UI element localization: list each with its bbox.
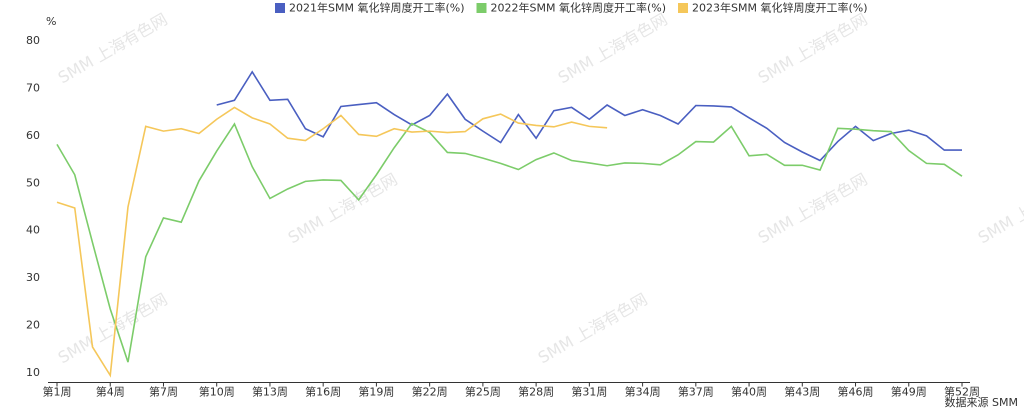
legend-swatch [275, 3, 285, 13]
x-tick-label: 第43周 [784, 385, 820, 399]
x-tick-label: 第34周 [625, 385, 661, 399]
source-note: 数据来源 SMM [945, 395, 1018, 409]
y-tick-label: 10 [26, 366, 40, 379]
x-tick-label: 第52周 [944, 385, 980, 399]
x-tick-label: 第1周 [43, 385, 72, 399]
legend-label: 2021年SMM 氧化锌周度开工率(%) [289, 1, 465, 15]
y-tick-label: 60 [26, 129, 40, 142]
x-tick-label: 第49周 [891, 385, 927, 399]
legend-label: 2023年SMM 氧化锌周度开工率(%) [692, 1, 868, 15]
watermark: SMM 上海有色网 [975, 169, 1024, 247]
y-tick-label: 50 [26, 176, 40, 189]
x-tick-label: 第4周 [96, 385, 125, 399]
series-line [56, 122, 963, 363]
x-tick-label: 第28周 [518, 385, 554, 399]
x-tick-label: 第37周 [678, 385, 714, 399]
y-tick-label: 70 [26, 81, 40, 94]
legend-swatch [678, 3, 688, 13]
series-line [216, 70, 962, 162]
x-tick-label: 第13周 [252, 385, 288, 399]
x-tick-label: 第25周 [465, 385, 501, 399]
y-tick-label: 20 [26, 319, 40, 332]
legend-swatch [476, 3, 487, 13]
y-tick-label: 80 [26, 34, 40, 47]
watermark: SMM 上海有色网 [535, 289, 651, 367]
x-tick-label: 第16周 [305, 385, 341, 399]
x-tick-label: 第10周 [199, 385, 235, 399]
x-tick-label: 第46周 [838, 385, 874, 399]
watermark: SMM 上海有色网 [555, 9, 671, 87]
watermark: SMM 上海有色网 [55, 9, 171, 87]
watermark: SMM 上海有色网 [755, 169, 871, 247]
y-tick-label: 40 [26, 224, 40, 237]
legend-label: 2022年SMM 氧化锌周度开工率(%) [491, 1, 667, 15]
x-tick-label: 第31周 [571, 385, 607, 399]
watermark: SMM 上海有色网 [755, 9, 871, 87]
y-unit: % [46, 15, 56, 28]
series-line [56, 106, 608, 378]
y-tick-label: 30 [26, 271, 40, 284]
x-tick-label: 第40周 [731, 385, 767, 399]
watermark: SMM 上海有色网 [285, 169, 401, 247]
x-tick-label: 第19周 [358, 385, 394, 399]
x-tick-label: 第7周 [149, 385, 178, 399]
x-tick-label: 第22周 [412, 385, 448, 399]
